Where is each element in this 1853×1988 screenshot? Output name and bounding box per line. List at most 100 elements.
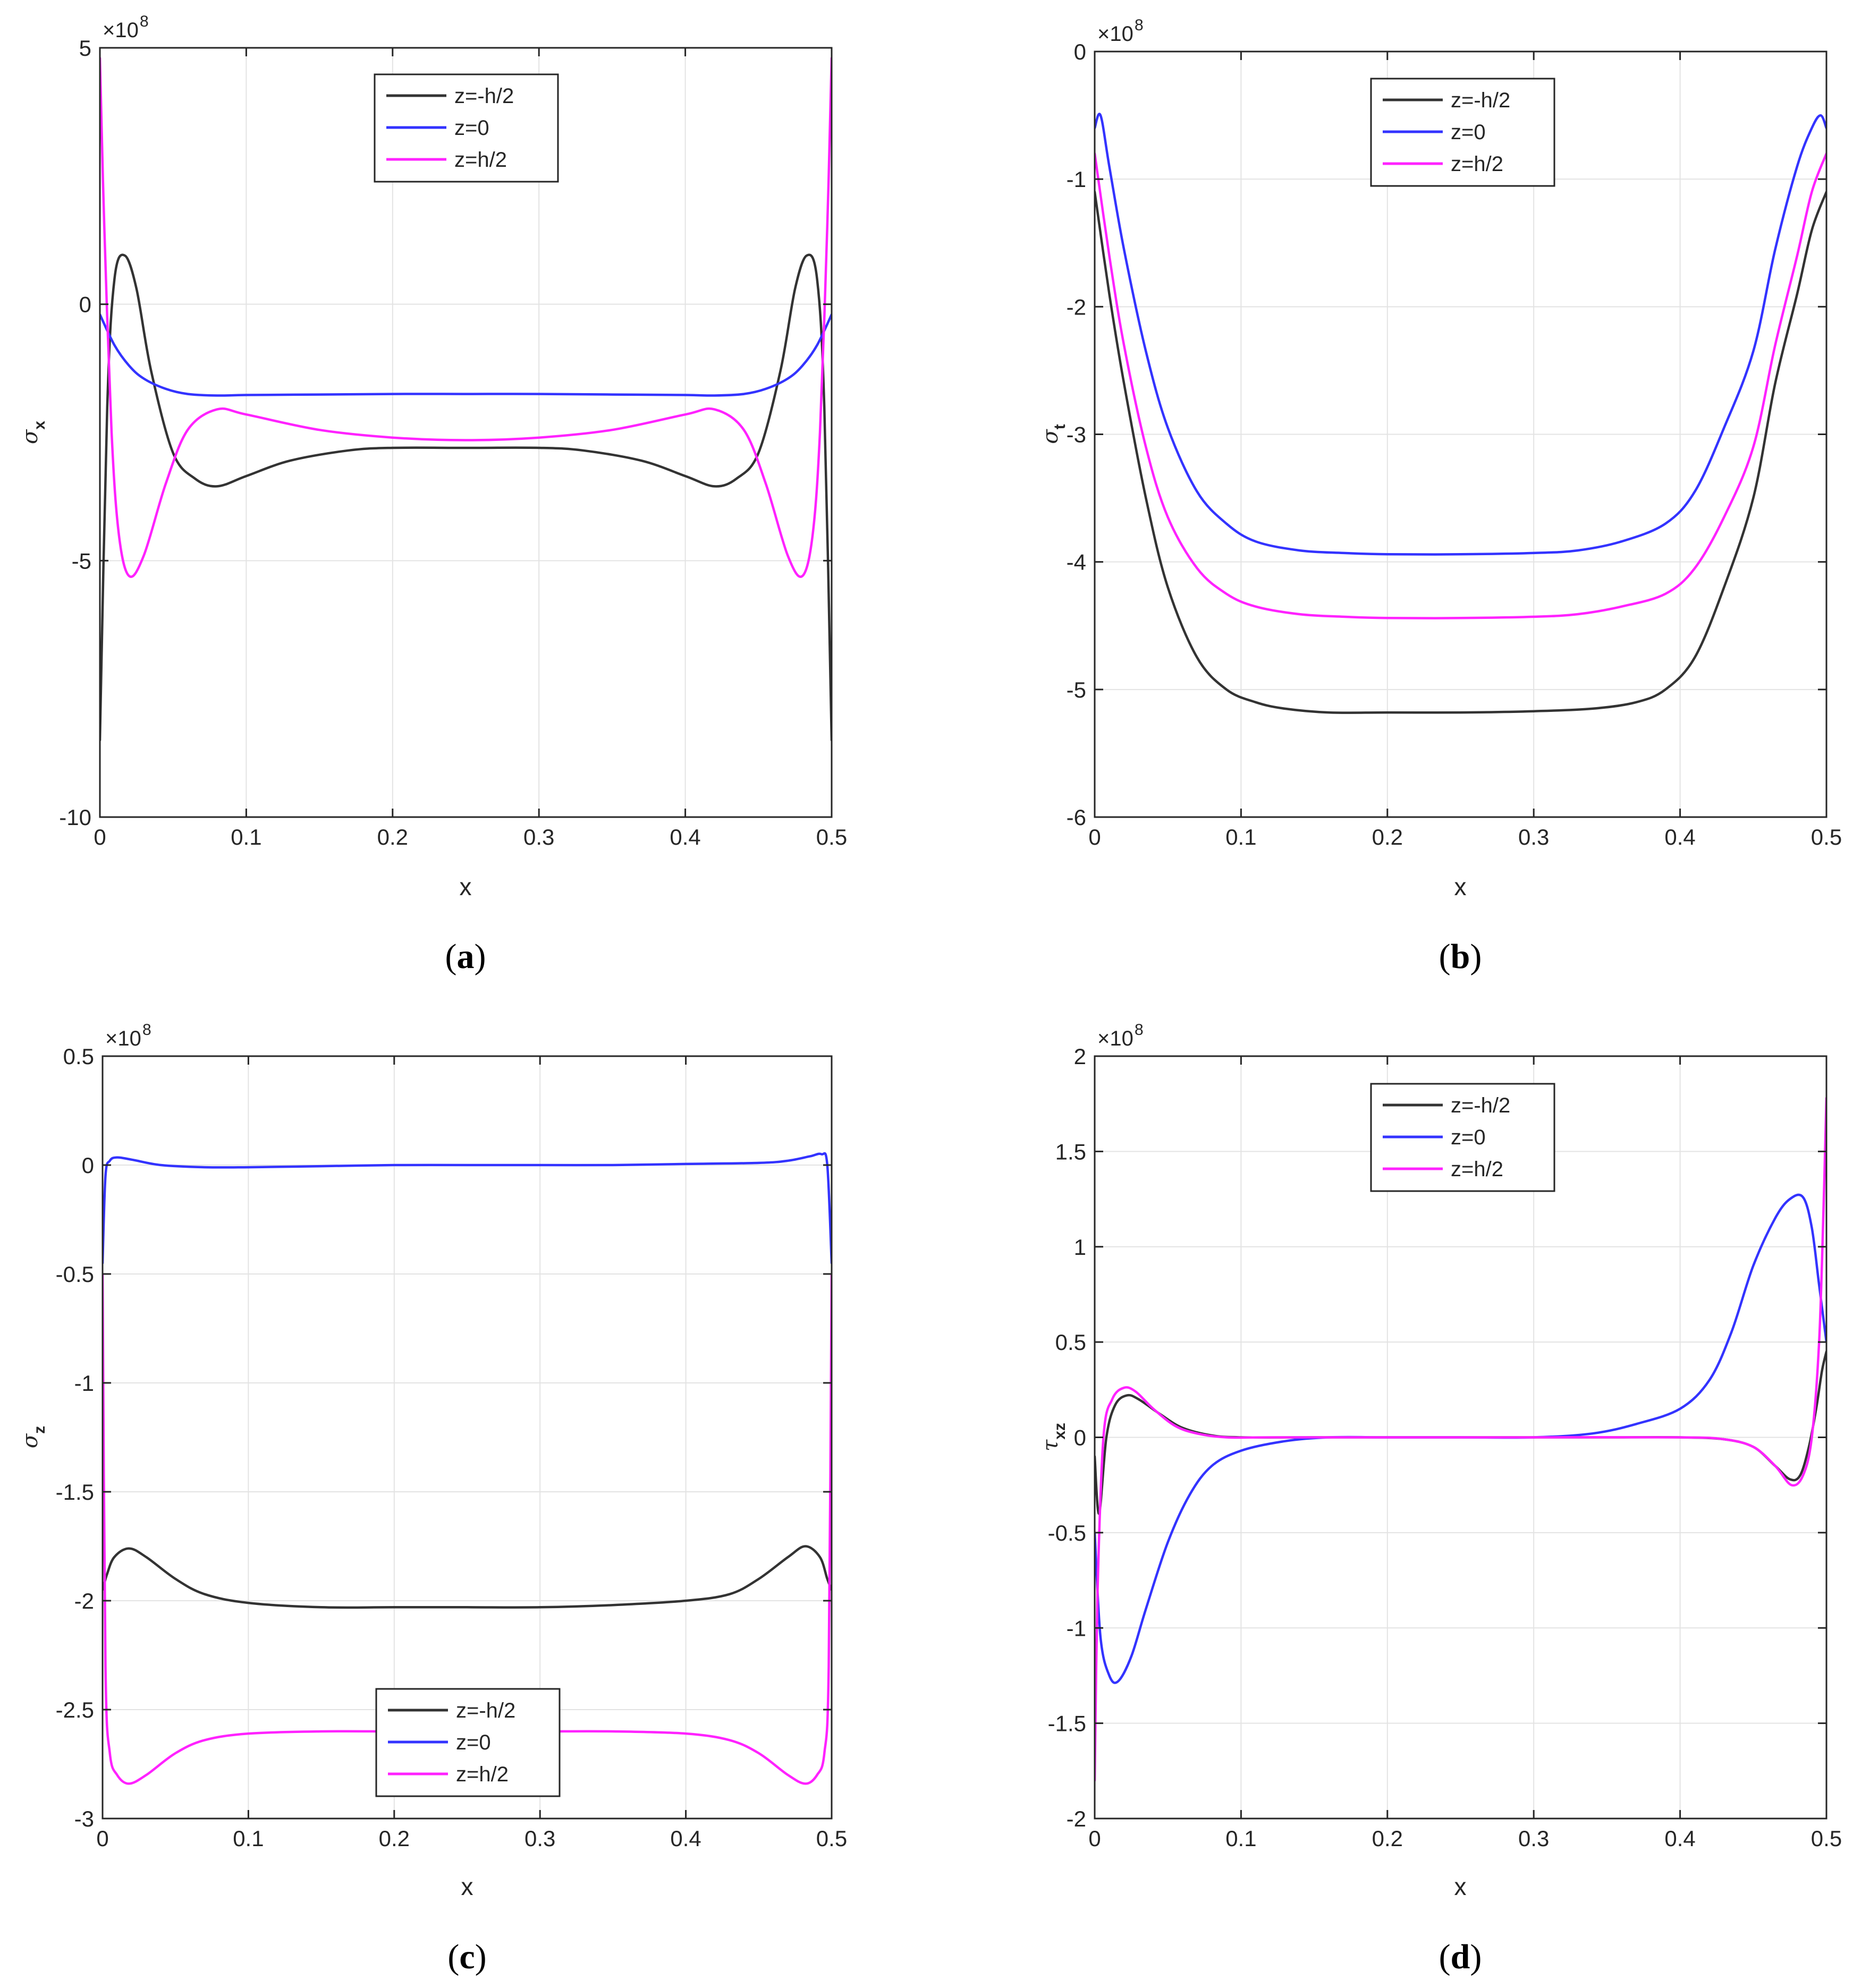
y-tick-label: -0.5: [1048, 1520, 1086, 1545]
legend: z=-h/2 z=0 z=h/2: [375, 1688, 561, 1797]
y-axis-label: σx: [18, 421, 48, 444]
legend-label: z=h/2: [1451, 1158, 1503, 1181]
series-line-3: [100, 57, 832, 578]
series-lines: [1095, 1097, 1826, 1782]
y-tick-label: -1: [74, 1371, 94, 1396]
y-tick-label: -3: [74, 1806, 94, 1831]
svg-text:σt: σt: [1038, 424, 1069, 444]
legend-label: z=0: [454, 116, 489, 140]
x-tick-label: 0.5: [1811, 1826, 1842, 1851]
grid: [103, 1056, 832, 1819]
svg-text:8: 8: [1135, 1021, 1144, 1039]
panel-d: 0 0.1 0.2 0.3 0.4 0.5 -2 -1.5 -1 -0.5 0 0.5 1 1.5 2 ×1…: [1038, 1021, 1842, 1976]
caption: (b): [1439, 937, 1482, 976]
y-tick-label: 5: [79, 36, 91, 61]
caption: (d): [1439, 1938, 1482, 1976]
axis-ticks: 0 0.1 0.2 0.3 0.4 0.5 -6 -5 -4 -3 -2 -1 0: [1067, 39, 1842, 849]
x-tick-label: 0.1: [1225, 825, 1256, 849]
axis-ticks: 0 0.1 0.2 0.3 0.4 0.5 -2 -1.5 -1 -0.5 0 0.5 1 1.5 2: [1048, 1044, 1842, 1851]
plot-frame: [99, 47, 833, 818]
x-axis-label: x: [460, 873, 472, 900]
grid: [1095, 52, 1826, 817]
exponent-label: ×10 8: [1097, 1021, 1144, 1050]
y-tick-label: -2: [1067, 294, 1086, 319]
y-tick-label: -6: [1067, 805, 1086, 830]
x-tick-label: 0.5: [1811, 825, 1842, 849]
x-tick-label: 0: [1088, 825, 1101, 849]
svg-text:τxz: τxz: [1038, 1423, 1069, 1451]
y-tick-label: 0: [1074, 39, 1086, 64]
caption: (c): [447, 1938, 486, 1976]
svg-text:σx: σx: [18, 421, 48, 444]
svg-text:×10: ×10: [105, 1027, 141, 1050]
x-tick-label: 0.2: [377, 825, 408, 849]
exponent-label: ×10 8: [105, 1021, 151, 1050]
x-tick-label: 0.3: [1518, 1826, 1549, 1851]
legend-label: z=h/2: [1451, 152, 1503, 176]
y-tick-label: -2.5: [56, 1697, 94, 1722]
y-tick-label: -1.5: [56, 1480, 94, 1505]
series-line-1: [1095, 190, 1826, 714]
x-tick-label: 0.5: [816, 825, 847, 849]
series-line-2: [1095, 113, 1826, 556]
x-tick-label: 0: [96, 1826, 108, 1851]
grid: [100, 48, 832, 817]
caption: (a): [445, 937, 486, 976]
x-tick-label: 0.4: [670, 825, 700, 849]
svg-text:8: 8: [142, 1021, 151, 1039]
svg-text:×10: ×10: [1097, 22, 1133, 46]
y-tick-label: 0.5: [1055, 1330, 1086, 1355]
y-tick-label: -1: [1067, 1616, 1086, 1641]
x-tick-label: 0.2: [379, 1826, 410, 1851]
legend-label: z=-h/2: [454, 84, 514, 108]
series-line-2: [103, 1152, 832, 1264]
x-tick-label: 0: [94, 825, 106, 849]
legend-label: z=0: [1451, 1126, 1486, 1149]
series-line-3: [1095, 152, 1826, 619]
y-tick-label: -10: [59, 805, 91, 830]
exponent-label: ×10 8: [1097, 16, 1144, 46]
series-lines: [1095, 113, 1826, 714]
x-tick-label: 0.4: [670, 1826, 701, 1851]
legend-label: z=-h/2: [1451, 1094, 1510, 1117]
y-tick-label: -1: [1067, 167, 1086, 192]
y-tick-label: -5: [72, 548, 91, 573]
x-tick-label: 0.3: [1518, 825, 1549, 849]
panel-a: 0 0.1 0.2 0.3 0.4 0.5 -10 -5 0 5 ×10 8 x σx z=-h/…: [18, 13, 847, 976]
y-axis-label: τxz: [1038, 1423, 1069, 1451]
x-tick-label: 0.5: [816, 1826, 847, 1851]
y-tick-label: -0.5: [56, 1262, 94, 1287]
x-tick-label: 0.1: [233, 1826, 264, 1851]
svg-text:×10: ×10: [103, 19, 139, 42]
y-tick-label: -5: [1067, 677, 1086, 702]
x-tick-label: 0.4: [1664, 1826, 1695, 1851]
y-tick-label: 0: [82, 1153, 94, 1178]
series-lines: [100, 57, 832, 742]
legend: z=-h/2 z=0 z=h/2: [1370, 1083, 1555, 1192]
x-tick-label: 0.2: [1372, 825, 1403, 849]
y-axis-label: σz: [18, 1426, 48, 1448]
y-tick-label: 1.5: [1055, 1139, 1086, 1164]
series-line-1: [100, 253, 832, 742]
x-axis-label: x: [1454, 873, 1467, 900]
y-tick-label: -4: [1067, 550, 1086, 575]
axis-ticks: 0 0.1 0.2 0.3 0.4 0.5 -10 -5 0 5: [59, 36, 847, 849]
panel-c: 0 0.1 0.2 0.3 0.4 0.5 -3 -2.5 -2 -1.5 -1 -0.5 0 0.5 ×…: [18, 1021, 847, 1976]
y-tick-label: -2: [1067, 1806, 1086, 1831]
axis-ticks: 0 0.1 0.2 0.3 0.4 0.5 -3 -2.5 -2 -1.5 -1 -0.5 0 0.5: [56, 1044, 848, 1851]
x-tick-label: 0.3: [523, 825, 554, 849]
legend-label: z=0: [456, 1731, 491, 1754]
legend: z=-h/2 z=0 z=h/2: [374, 73, 559, 183]
x-tick-label: 0.4: [1664, 825, 1695, 849]
series-line-3: [1095, 1097, 1826, 1782]
svg-text:8: 8: [1135, 16, 1144, 34]
y-tick-label: -3: [1067, 422, 1086, 447]
y-tick-label: 0: [79, 292, 91, 317]
series-line-1: [103, 1545, 832, 1609]
y-tick-label: -2: [74, 1588, 94, 1613]
y-tick-label: 2: [1074, 1044, 1086, 1069]
legend-label: z=-h/2: [1451, 89, 1510, 112]
svg-text:8: 8: [140, 13, 149, 30]
x-tick-label: 0.2: [1372, 1826, 1403, 1851]
legend-label: z=h/2: [454, 148, 507, 172]
